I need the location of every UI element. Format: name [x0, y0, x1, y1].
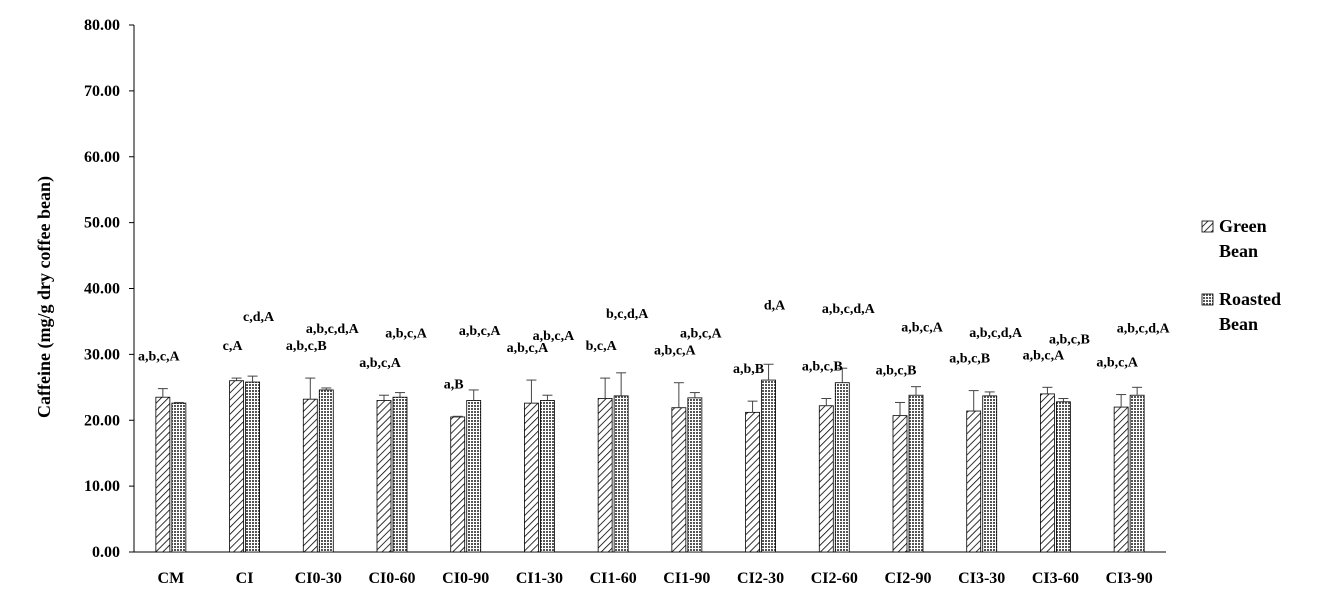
y-tick-label: 40.00	[84, 281, 120, 298]
bars	[155, 363, 1145, 553]
data-label: a,b,c,A	[680, 327, 723, 342]
bar	[597, 398, 613, 553]
bar	[229, 380, 244, 553]
bar	[908, 394, 924, 553]
bar	[450, 416, 466, 553]
x-tick-label: CI3-30	[958, 570, 1005, 587]
x-tick-label: CI1-30	[516, 570, 563, 587]
data-label: a,B	[444, 377, 464, 392]
data-label: a,b,c,d,A	[1117, 321, 1171, 336]
x-tick-label: CI0-90	[442, 570, 489, 587]
data-label: a,b,c,A	[654, 344, 697, 359]
y-tick-label: 0.00	[92, 544, 120, 561]
data-label: a,b,c,B	[876, 363, 917, 378]
legend-swatch-green-bean	[1201, 220, 1214, 233]
data-label: c,A	[223, 339, 244, 354]
data-label: b,c,A	[586, 339, 618, 354]
y-axis: 0.00 10.00 20.00 30.00 40.00 50.00 60.00 70.00 8…	[84, 17, 135, 561]
x-tick-label: CI2-30	[737, 570, 784, 587]
bar	[892, 415, 908, 553]
data-label: a,b,c,A	[459, 324, 502, 339]
data-label: b,c,d,A	[606, 307, 649, 322]
legend-label-line1: Roasted	[1219, 289, 1281, 309]
y-tick-label: 20.00	[84, 412, 120, 429]
legend-swatch-roasted-bean	[1201, 293, 1214, 306]
data-label: a,b,c,A	[901, 321, 944, 336]
x-tick-label: CI0-30	[295, 570, 342, 587]
legend-label-line2: Bean	[1219, 241, 1258, 261]
bar	[155, 396, 171, 553]
data-label: a,b,c,A	[507, 341, 550, 356]
data-label: a,b,c,d,A	[822, 302, 876, 317]
data-label: a,b,c,A	[359, 356, 402, 371]
data-label: a,b,c,A	[1023, 348, 1066, 363]
data-label: a,b,c,A	[385, 327, 428, 342]
x-tick-label: CI3-90	[1106, 570, 1153, 587]
y-tick-label: 80.00	[84, 17, 120, 34]
y-tick-label: 10.00	[84, 478, 120, 495]
data-label: a,b,c,d,A	[306, 322, 360, 337]
x-tick-label: CI2-60	[811, 570, 858, 587]
bar	[671, 407, 687, 553]
data-label: a,b,c,d,A	[969, 326, 1023, 341]
y-tick-label: 60.00	[84, 149, 120, 166]
y-tick-label: 50.00	[84, 215, 120, 232]
x-tick-label: CI3-60	[1032, 570, 1079, 587]
bar	[245, 381, 260, 553]
y-axis-label: Caffeine (mg/g dry coffee bean)	[34, 176, 55, 418]
data-label: a,b,B	[733, 362, 764, 377]
y-tick-label: 30.00	[84, 346, 120, 363]
bar	[1056, 401, 1071, 553]
bar	[1040, 393, 1055, 553]
bar	[171, 402, 187, 553]
data-label: a,b,c,A	[138, 350, 181, 365]
bar	[1113, 406, 1129, 553]
bar	[466, 400, 482, 553]
x-tick-label: CI1-90	[663, 570, 710, 587]
bar	[818, 405, 834, 553]
bar	[318, 389, 334, 553]
bar	[966, 410, 982, 553]
legend-label-line2: Bean	[1219, 314, 1258, 334]
data-label: a,b,c,B	[802, 360, 843, 375]
bar	[540, 400, 555, 553]
x-tick-label: CI0-60	[368, 570, 415, 587]
data-label: a,b,c,B	[949, 352, 990, 367]
legend: Green Bean Roasted Bean	[1201, 216, 1281, 334]
bar	[745, 411, 760, 553]
data-label: a,b,c,A	[533, 329, 576, 344]
bar	[302, 398, 318, 553]
bar	[613, 395, 629, 553]
bar	[1129, 394, 1145, 553]
x-tick-label: CI1-60	[590, 570, 637, 587]
bar	[834, 382, 850, 553]
bar	[376, 400, 392, 553]
y-tick-label: 70.00	[84, 83, 120, 100]
x-tick-label: CM	[158, 570, 185, 587]
significance-labels: a,b,c,Ac,Ac,d,Aa,b,c,Ba,b,c,d,Aa,b,c,Aa,…	[138, 298, 1170, 392]
bar	[392, 396, 408, 553]
data-label: c,d,A	[243, 310, 275, 325]
x-tick-label: CI	[236, 570, 254, 587]
data-label: a,b,c,B	[1049, 333, 1090, 348]
data-label: a,b,c,B	[286, 339, 327, 354]
bar	[982, 395, 998, 553]
bar	[687, 397, 703, 553]
data-label: d,A	[764, 298, 786, 313]
bar	[761, 379, 776, 553]
x-tick-label: CI2-90	[884, 570, 931, 587]
data-label: a,b,c,A	[1096, 356, 1139, 371]
bar	[524, 402, 539, 553]
legend-label-line1: Green	[1219, 216, 1267, 236]
x-axis: CM CI CI0-30 CI0-60 CI0-90 CI1-30 CI1-60 CI1-90…	[134, 551, 1166, 587]
